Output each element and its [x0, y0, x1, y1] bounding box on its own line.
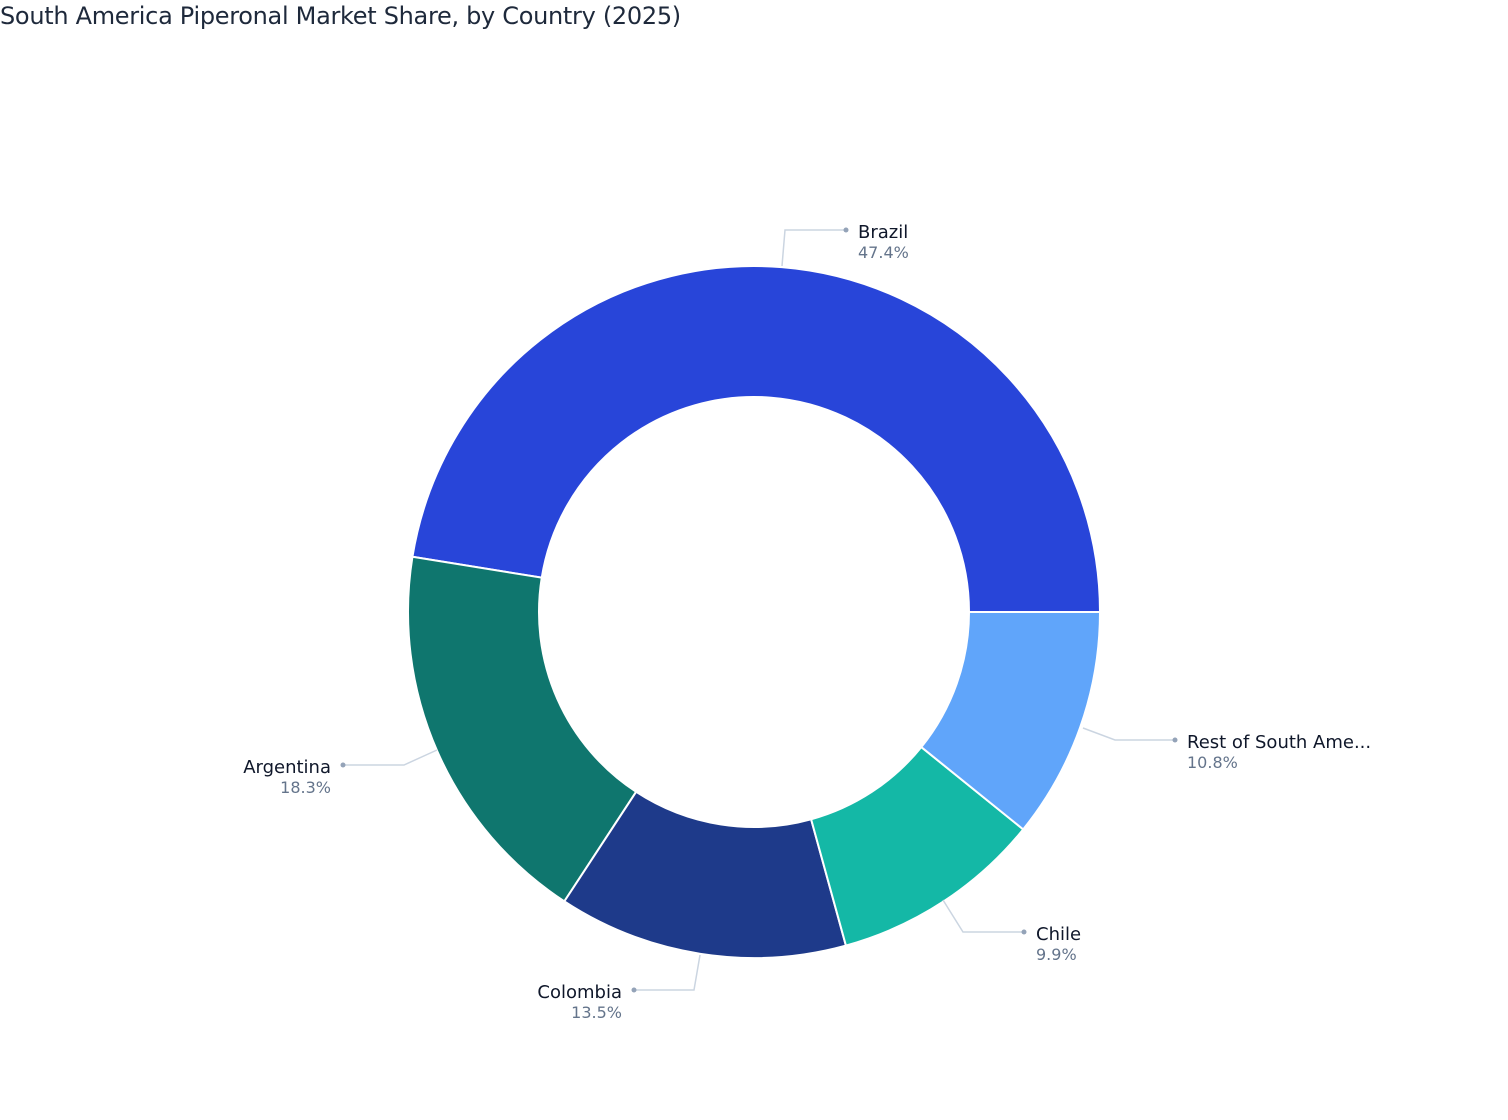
leader-line-argentina — [343, 749, 438, 766]
donut-slices — [407, 265, 1102, 959]
label-brazil-name: Brazil — [858, 222, 908, 243]
leader-dot-rest — [1172, 737, 1178, 743]
leader-lines — [340, 227, 1178, 993]
leader-dot-argentina — [340, 762, 346, 768]
leader-dot-chile — [1021, 929, 1027, 935]
slice-rest-of-south-america[interactable] — [919, 611, 1102, 831]
leader-line-brazil — [781, 229, 846, 267]
label-argentina-name: Argentina — [243, 757, 331, 778]
leader-line-rest — [1082, 727, 1175, 741]
label-rest-name: Rest of South Ame... — [1187, 732, 1371, 753]
leader-line-colombia — [634, 954, 701, 991]
slice-labels: Brazil 47.4% Rest of South Ame... 10.8% … — [243, 222, 1371, 1022]
label-rest-value: 10.8% — [1187, 753, 1238, 772]
label-brazil-value: 47.4% — [858, 243, 909, 262]
slice-argentina[interactable] — [407, 555, 638, 903]
leader-dot-brazil — [843, 227, 849, 233]
label-chile-value: 9.9% — [1036, 945, 1077, 964]
leader-line-chile — [942, 899, 1024, 933]
label-colombia-name: Colombia — [537, 982, 622, 1003]
slice-brazil[interactable] — [411, 265, 1102, 613]
label-chile-name: Chile — [1036, 924, 1081, 945]
label-colombia-value: 13.5% — [571, 1003, 622, 1022]
chart-title: South America Piperonal Market Share, by… — [0, 2, 681, 30]
leader-dot-colombia — [631, 987, 637, 993]
label-argentina-value: 18.3% — [280, 778, 331, 797]
